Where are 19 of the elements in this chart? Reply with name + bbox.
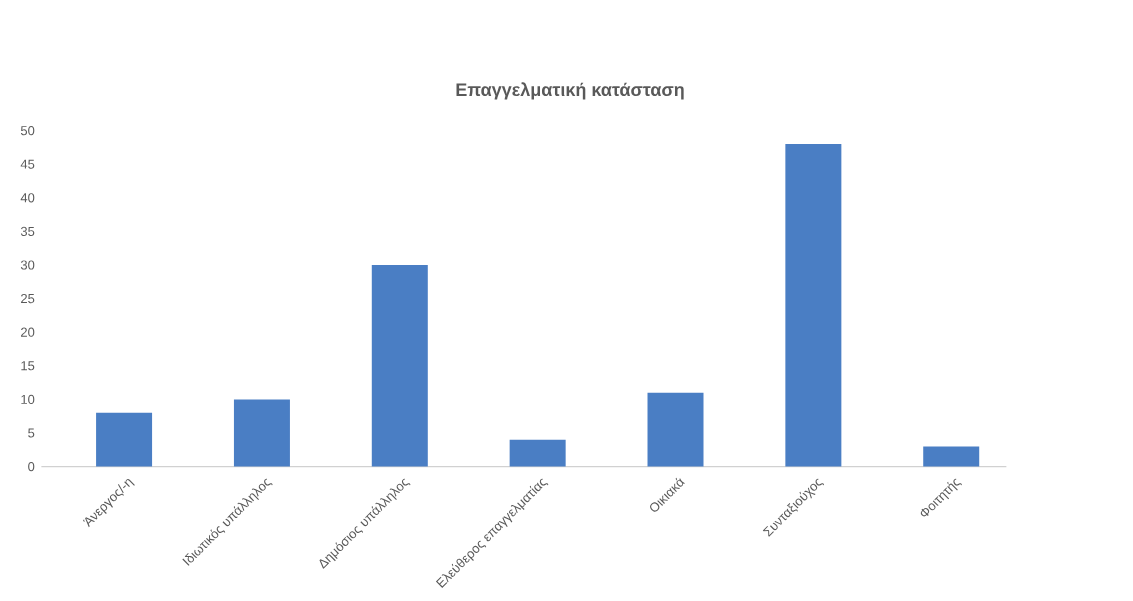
chart-title: Επαγγελματική κατάσταση bbox=[456, 82, 684, 100]
bar bbox=[923, 446, 980, 467]
bar bbox=[647, 392, 704, 467]
y-tick-label: 10 bbox=[21, 394, 35, 404]
y-tick-label: 30 bbox=[20, 260, 35, 270]
y-tick-label: 45 bbox=[20, 159, 35, 169]
y-tick-label: 40 bbox=[20, 193, 35, 203]
y-tick-label: 5 bbox=[28, 428, 35, 438]
bar bbox=[371, 264, 428, 467]
bar bbox=[785, 144, 842, 467]
y-tick-label: 15 bbox=[21, 361, 35, 371]
y-tick-label: 20 bbox=[21, 327, 35, 337]
y-tick-label: 35 bbox=[20, 226, 35, 236]
bar bbox=[509, 439, 566, 467]
y-tick-label: 50 bbox=[20, 125, 35, 136]
bar bbox=[233, 399, 290, 467]
bar bbox=[96, 412, 153, 467]
y-tick-label: 0 bbox=[28, 461, 35, 472]
y-tick-label: 25 bbox=[21, 293, 35, 304]
